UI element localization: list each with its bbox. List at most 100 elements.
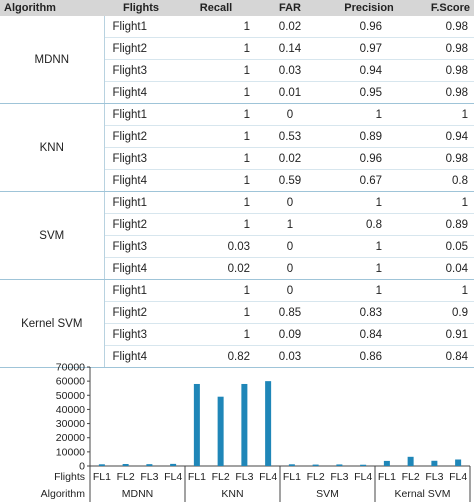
y-tick-label: 10000: [56, 446, 85, 458]
cell-far: 0.01: [254, 81, 326, 104]
cell-flight: Flight3: [104, 59, 178, 82]
x-group-label: KNN: [221, 488, 243, 500]
cell-precision: 0.89: [326, 125, 412, 148]
cell-algorithm: SVM: [0, 191, 105, 280]
x-group-label: Kernal SVM: [394, 488, 450, 500]
table-row: Flight3 1 0.03 0.94 0.98: [0, 59, 474, 82]
x-tick-label-flight: FL3: [330, 471, 348, 483]
x-tick-label-flight: FL4: [449, 471, 467, 483]
cell-fscore: 1: [412, 279, 474, 302]
table-row: KNN Flight1 1 0 1 1: [0, 103, 474, 192]
x-group-label: SVM: [316, 488, 339, 500]
cell-far: 0: [254, 257, 326, 280]
cell-fscore: 0.9: [412, 301, 474, 324]
cell-recall: 1: [178, 59, 254, 82]
header-far: FAR: [254, 0, 326, 16]
cell-fscore: 0.98: [412, 37, 474, 60]
bar-chart: 0 10000 20000 30000 40000 50000 60000 70000 Flig…: [0, 362, 474, 502]
cell-fscore: 0.04: [412, 257, 474, 280]
table-row: Flight2 1 1 0.8 0.89: [0, 213, 474, 236]
cell-precision: 1: [326, 235, 412, 258]
cell-far: 0: [254, 235, 326, 258]
cell-fscore: 0.05: [412, 235, 474, 258]
cell-fscore: 0.84: [412, 345, 474, 368]
cell-far: 0.59: [254, 169, 326, 192]
cell-precision: 0.67: [326, 169, 412, 192]
cell-precision: 1: [326, 279, 412, 302]
x-tick-label-flight: FL2: [212, 471, 230, 483]
bar: [193, 383, 200, 466]
cell-precision: 0.94: [326, 59, 412, 82]
cell-recall: 1: [178, 213, 254, 236]
x-tick-label-flight: FL3: [235, 471, 253, 483]
table-row: Flight4 0.82 0.03 0.86 0.84: [0, 345, 474, 368]
cell-flight: Flight4: [104, 345, 178, 368]
cell-recall: 1: [178, 279, 254, 302]
cell-flight: Flight2: [104, 37, 178, 60]
y-tick-label: 20000: [56, 432, 85, 444]
header-fscore: F.Score: [412, 0, 474, 16]
bar: [170, 463, 177, 466]
cell-flight: Flight4: [104, 81, 178, 104]
x-tick-label-flight: FL2: [307, 471, 325, 483]
cell-far: 0.14: [254, 37, 326, 60]
table-row: Kernel SVM Flight1 1 0 1 1: [0, 279, 474, 368]
header-algorithm: Algorithm: [0, 0, 104, 16]
cell-far: 0.02: [254, 16, 326, 38]
cell-flight: Flight1: [104, 16, 178, 38]
cell-fscore: 0.98: [412, 147, 474, 170]
bar: [336, 464, 343, 466]
x-group-label: MDNN: [122, 488, 154, 500]
bar: [312, 464, 319, 466]
cell-fscore: 1: [412, 191, 474, 214]
cell-recall: 1: [178, 81, 254, 104]
cell-precision: 0.84: [326, 323, 412, 346]
table-row: Flight3 1 0.09 0.84 0.91: [0, 323, 474, 346]
cell-flight: Flight1: [104, 103, 178, 126]
cell-precision: 1: [326, 191, 412, 214]
bar: [217, 396, 224, 466]
x-tick-label-flight: FL1: [93, 471, 111, 483]
cell-flight: Flight3: [104, 323, 178, 346]
cell-flight: Flight2: [104, 125, 178, 148]
cell-flight: Flight1: [104, 191, 178, 214]
table-row: Flight4 0.02 0 1 0.04: [0, 257, 474, 280]
cell-far: 0.85: [254, 301, 326, 324]
header-precision: Precision: [326, 0, 412, 16]
cell-far: 0.03: [254, 59, 326, 82]
cell-fscore: 1: [412, 103, 474, 126]
cell-fscore: 0.8: [412, 169, 474, 192]
cell-recall: 1: [178, 16, 254, 38]
cell-far: 1: [254, 213, 326, 236]
cell-far: 0: [254, 279, 326, 302]
cell-precision: 0.86: [326, 345, 412, 368]
x-tick-label-flight: FL3: [140, 471, 158, 483]
cell-flight: Flight3: [104, 235, 178, 258]
cell-algorithm: MDNN: [0, 16, 105, 104]
cell-far: 0.53: [254, 125, 326, 148]
table-row: Flight2 1 0.85 0.83 0.9: [0, 301, 474, 324]
cell-precision: 1: [326, 103, 412, 126]
header-flights: Flights: [104, 0, 178, 16]
y-tick-label: 30000: [56, 418, 85, 430]
bar-chart-svg: 0 10000 20000 30000 40000 50000 60000 70000 Flig…: [41, 362, 471, 502]
x-tick-label-flight: FL1: [378, 471, 396, 483]
cell-flight: Flight4: [104, 169, 178, 192]
table-row: SVM Flight1 1 0 1 1: [0, 191, 474, 280]
cell-far: 0: [254, 103, 326, 126]
cell-flight: Flight1: [104, 279, 178, 302]
bar: [241, 383, 248, 466]
table-row: Flight4 1 0.01 0.95 0.98: [0, 81, 474, 104]
table-row: Flight2 1 0.53 0.89 0.94: [0, 125, 474, 148]
results-table: Algorithm Flights Recall FAR Precision F…: [0, 0, 474, 368]
cell-far: 0.02: [254, 147, 326, 170]
table-header-row: Algorithm Flights Recall FAR Precision F…: [0, 0, 474, 16]
cell-recall: 1: [178, 301, 254, 324]
cell-flight: Flight4: [104, 257, 178, 280]
table-row: Flight3 1 0.02 0.96 0.98: [0, 147, 474, 170]
cell-precision: 0.96: [326, 16, 412, 38]
cell-flight: Flight3: [104, 147, 178, 170]
cell-far: 0: [254, 191, 326, 214]
x-tick-label-flight: FL3: [425, 471, 443, 483]
bar: [455, 459, 462, 466]
